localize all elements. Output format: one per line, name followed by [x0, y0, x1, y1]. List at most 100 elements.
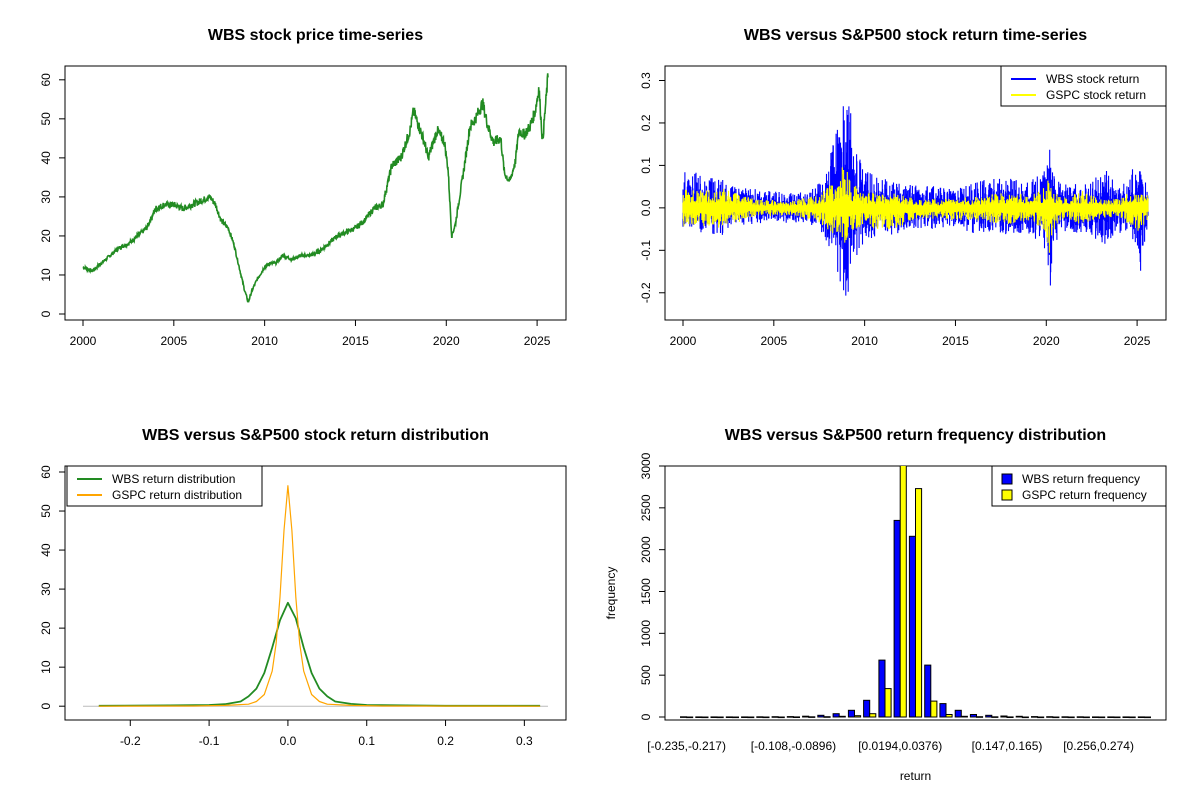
bar-series-gspc: [686, 466, 1152, 719]
bar: [869, 713, 877, 718]
bar: [1046, 716, 1054, 718]
y-tick-label: 40: [39, 543, 53, 557]
y-tick-label: 0: [639, 713, 653, 720]
y-axis: -0.2 -0.1 0.0 0.1 0.2 0.3: [639, 72, 666, 303]
x-tick-label: 2015: [342, 334, 369, 348]
bar: [863, 699, 871, 718]
y-tick-label: 50: [39, 112, 53, 126]
x-tick-label: 0.0: [280, 734, 297, 748]
x-tick-label: 2010: [851, 334, 878, 348]
plot-frame: [664, 65, 1167, 321]
legend: WBS stock return GSPC stock return: [1000, 65, 1167, 107]
x-tick-label: 2010: [251, 334, 278, 348]
y-tick-label: 2500: [639, 494, 653, 521]
legend-label: WBS return distribution: [112, 472, 235, 486]
legend: WBS return distribution GSPC return distr…: [66, 465, 263, 507]
bar: [817, 714, 825, 718]
x-tick-label: 2025: [524, 334, 551, 348]
legend-box: [66, 465, 263, 507]
legend-swatch: [1001, 489, 1013, 501]
y-tick-label: 10: [39, 660, 53, 674]
bar: [756, 716, 764, 718]
y-tick-label: -0.1: [639, 240, 653, 261]
bar: [976, 716, 984, 718]
bar: [1061, 716, 1069, 718]
y-tick-label: 1500: [639, 578, 653, 605]
chart-panel-4: WBS versus S&P500 return frequency distr…: [604, 427, 1167, 783]
bar: [716, 716, 724, 719]
y-tick-label: -0.2: [639, 282, 653, 303]
bar: [878, 659, 886, 718]
bar: [915, 488, 923, 718]
x-category-label: [-0.108,-0.0896): [751, 739, 836, 753]
series-line-wbs-density: [98, 601, 541, 707]
bar: [954, 709, 962, 718]
bar: [832, 713, 840, 718]
bar: [1107, 716, 1115, 719]
legend-swatch: [1001, 473, 1013, 485]
plot-area: [83, 485, 548, 707]
x-tick-label: 0.3: [516, 734, 533, 748]
plot-area: [82, 73, 549, 303]
bar: [1021, 716, 1029, 719]
series-line-gspc-density: [98, 485, 541, 707]
x-tick-label: 2000: [70, 334, 97, 348]
legend-label: GSPC stock return: [1046, 88, 1146, 102]
legend-label: GSPC return frequency: [1022, 488, 1147, 502]
bar: [792, 716, 801, 719]
y-tick-label: 10: [39, 268, 53, 282]
x-tick-label: 2025: [1124, 334, 1151, 348]
bar: [1067, 716, 1075, 719]
bar: [1082, 716, 1090, 719]
chart-title: WBS versus S&P500 return frequency distr…: [725, 427, 1106, 444]
bar: [930, 700, 938, 718]
bar: [1122, 716, 1130, 719]
x-tick-label: 2005: [160, 334, 187, 348]
bar: [1006, 716, 1014, 719]
bar: [1031, 716, 1039, 718]
bar: [1143, 716, 1152, 719]
y-tick-label: 30: [39, 582, 53, 596]
bar: [1128, 716, 1136, 719]
bar: [893, 519, 901, 718]
bar: [762, 716, 770, 719]
bar: [899, 466, 907, 718]
bar: [680, 716, 688, 718]
y-tick-label: 30: [39, 190, 53, 204]
y-tick-label: 0.0: [639, 199, 653, 216]
y-tick-label: 50: [39, 504, 53, 518]
y-tick-label: 40: [39, 151, 53, 165]
bar: [786, 716, 794, 718]
bar: [854, 715, 862, 718]
x-tick-label: 0.1: [358, 734, 375, 748]
legend: WBS return frequency GSPC return frequenc…: [991, 465, 1167, 507]
y-tick-label: 0.1: [639, 157, 653, 174]
x-axis: [-0.235,-0.217) [-0.108,-0.0896) [0.0194,0…: [647, 739, 1134, 753]
chart-panel-3: WBS versus S&P500 stock return distribut…: [39, 427, 567, 748]
bar: [1092, 716, 1100, 719]
bar: [710, 716, 718, 719]
y-axis: 0 10 20 30 40 50 60: [39, 465, 66, 710]
plot-frame: [664, 465, 1167, 721]
bar: [969, 714, 978, 718]
bar: [1076, 716, 1084, 718]
y-tick-label: 0.3: [639, 72, 653, 89]
y-axis: 0 500 1000 1500 2000 2500 3000: [639, 452, 666, 720]
legend-label: WBS stock return: [1046, 72, 1139, 86]
bar: [802, 715, 810, 718]
x-axis: 2000 2005 2010 2015 2020 2025: [670, 319, 1151, 348]
bar: [1037, 716, 1045, 719]
bar: [686, 716, 694, 719]
y-tick-label: 0.2: [639, 114, 653, 131]
bar: [747, 716, 755, 719]
bar: [777, 716, 785, 719]
bar: [741, 716, 749, 719]
bar: [695, 716, 703, 719]
bar: [725, 716, 733, 719]
x-category-label: [-0.235,-0.217): [647, 739, 726, 753]
x-tick-label: 2020: [433, 334, 460, 348]
bar: [884, 688, 892, 718]
y-tick-label: 500: [639, 665, 653, 685]
series-line-wbs: [82, 73, 549, 303]
